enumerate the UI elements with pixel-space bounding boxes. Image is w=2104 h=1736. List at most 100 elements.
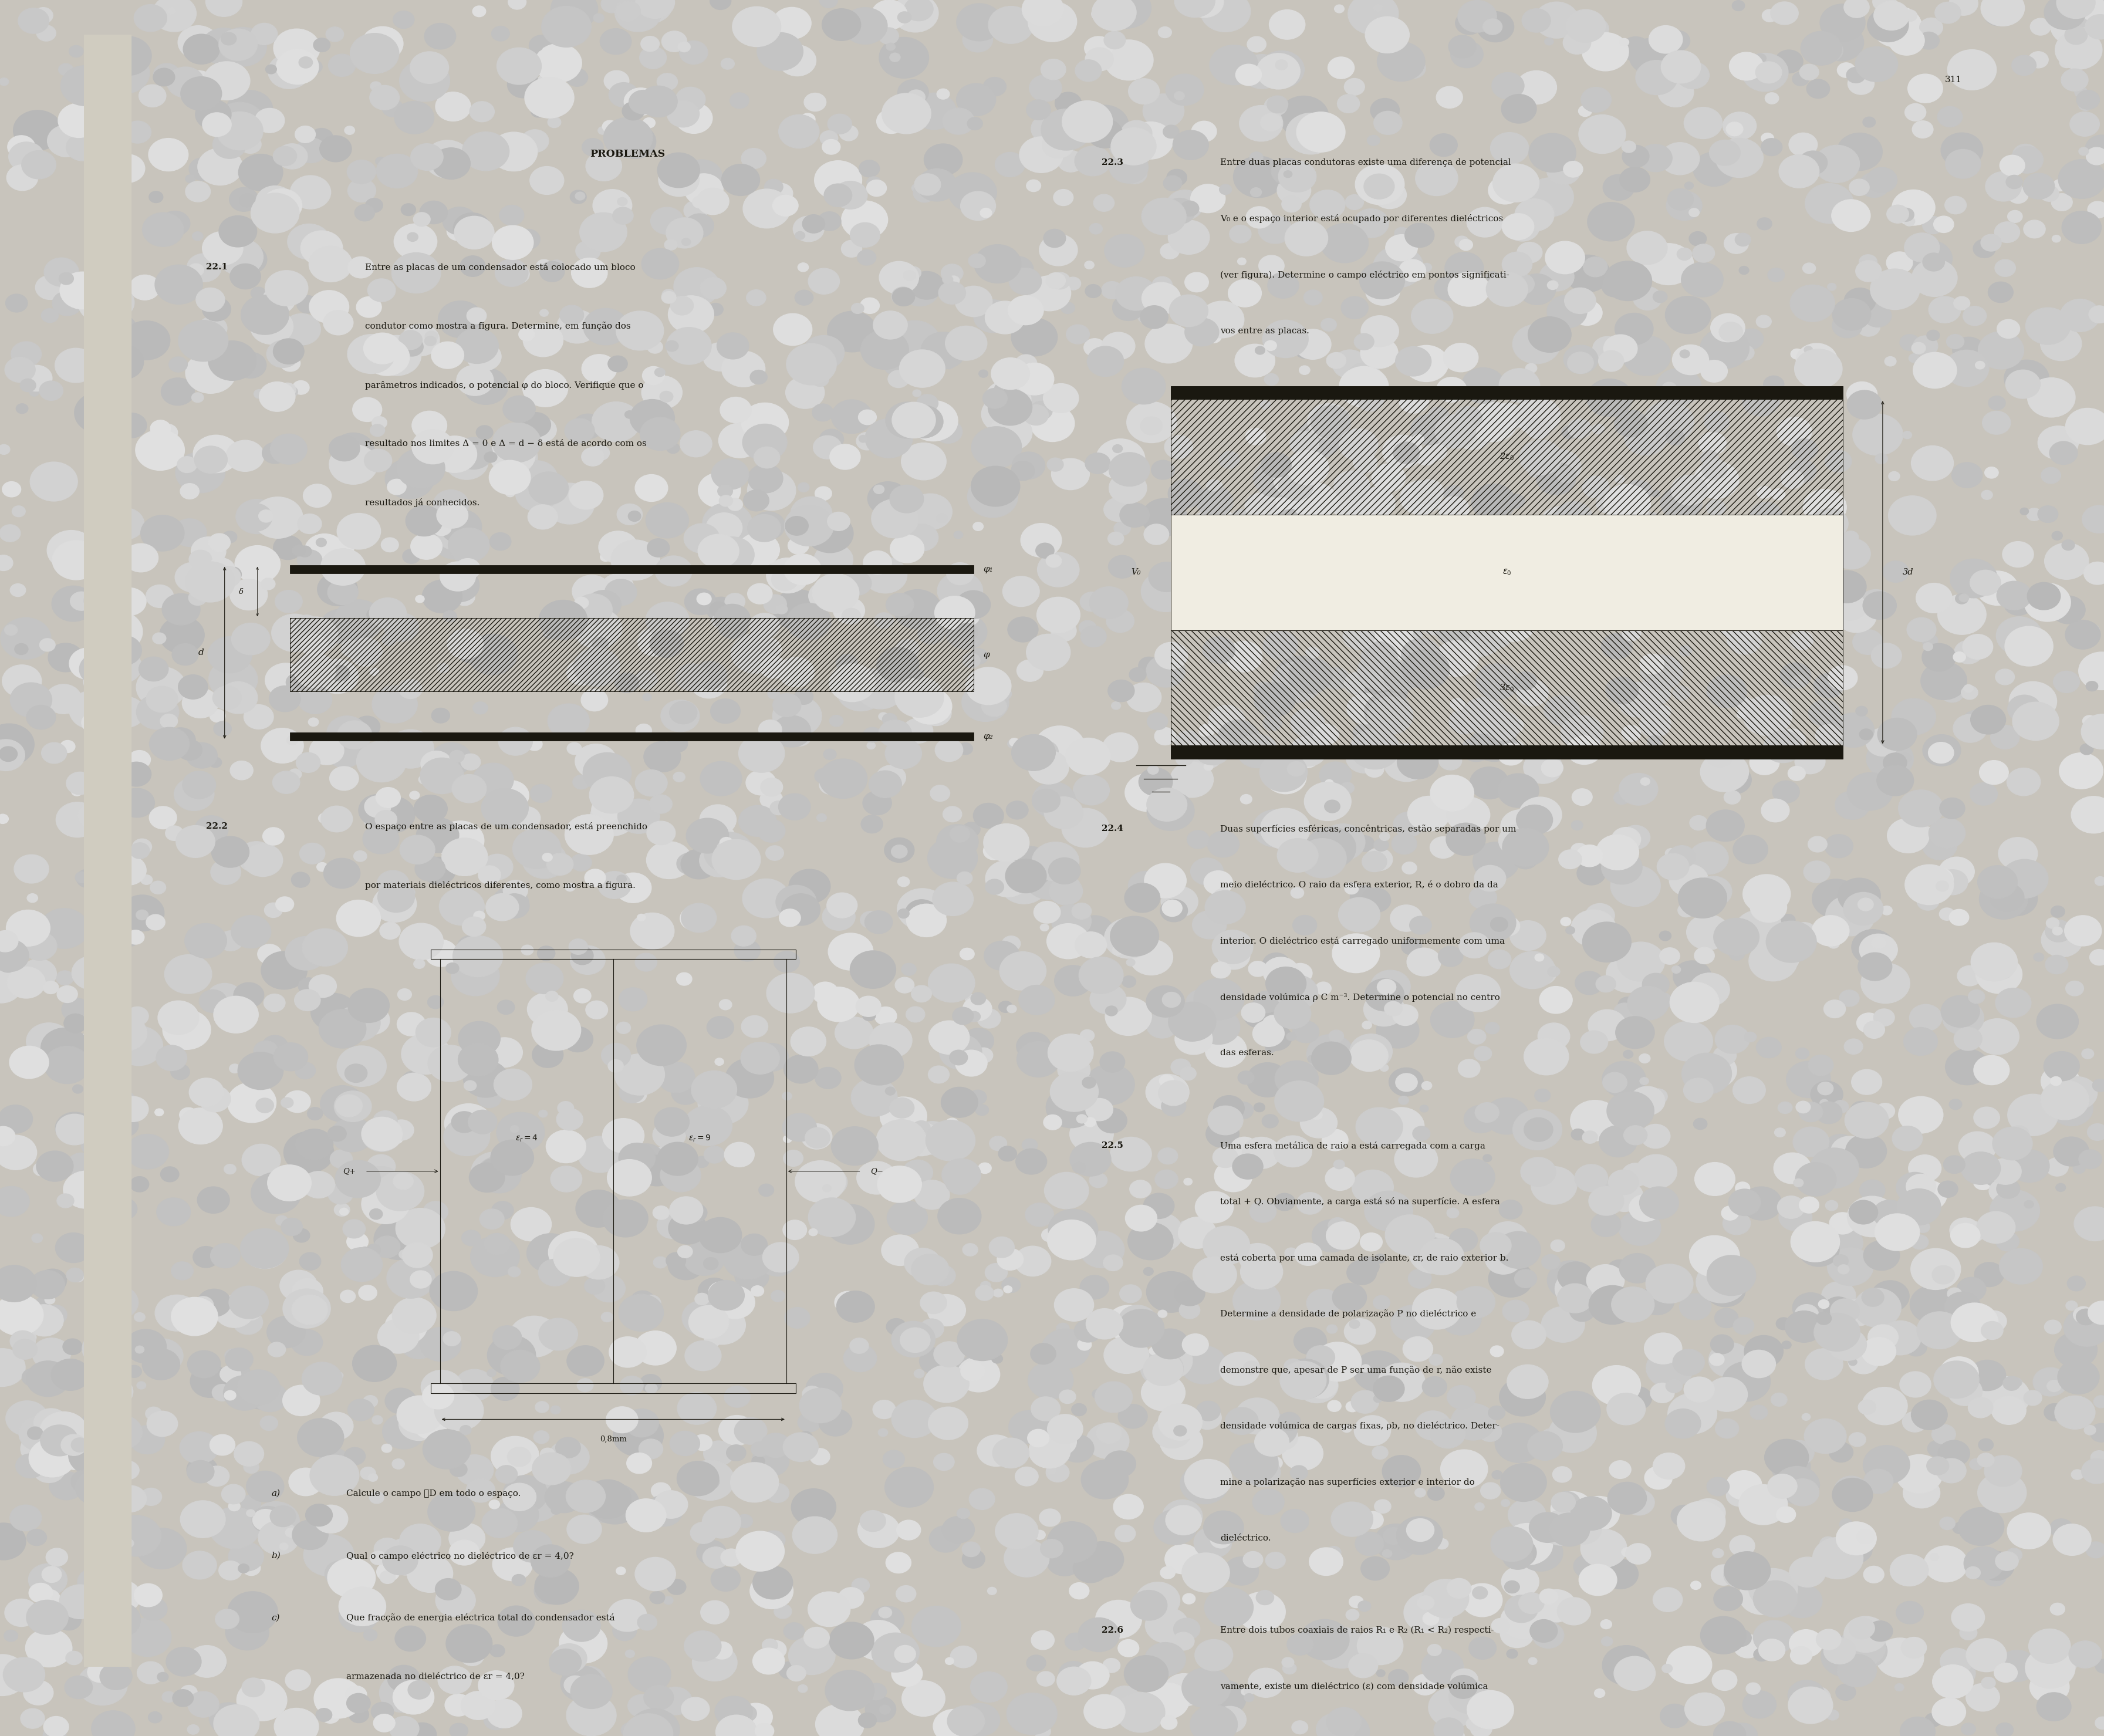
Circle shape [730, 1462, 778, 1502]
Circle shape [1755, 54, 1765, 62]
Circle shape [1496, 1424, 1542, 1462]
Circle shape [970, 639, 978, 646]
Circle shape [1193, 979, 1243, 1019]
Circle shape [934, 1453, 955, 1470]
Circle shape [1197, 1009, 1208, 1017]
Circle shape [1519, 439, 1561, 476]
Circle shape [1254, 682, 1275, 700]
Circle shape [1267, 95, 1288, 113]
Circle shape [219, 682, 257, 713]
Circle shape [656, 73, 677, 90]
Circle shape [684, 1241, 726, 1276]
Circle shape [1494, 608, 1534, 642]
Circle shape [0, 939, 29, 972]
Circle shape [0, 1127, 15, 1146]
Circle shape [122, 762, 151, 786]
Circle shape [1997, 1179, 2020, 1198]
Circle shape [675, 87, 705, 111]
Circle shape [945, 1658, 953, 1665]
Circle shape [1976, 1019, 2020, 1054]
Circle shape [1147, 788, 1187, 821]
Circle shape [1824, 1297, 1854, 1321]
Circle shape [299, 686, 332, 713]
Circle shape [284, 387, 297, 398]
Circle shape [1795, 1304, 1818, 1325]
Circle shape [1416, 1411, 1452, 1441]
Circle shape [120, 896, 164, 930]
Circle shape [974, 245, 1020, 283]
Circle shape [522, 413, 551, 437]
Circle shape [2058, 160, 2104, 198]
Circle shape [1923, 734, 1961, 766]
Circle shape [105, 509, 145, 540]
Circle shape [2049, 1519, 2072, 1538]
Circle shape [1265, 760, 1307, 793]
Circle shape [1544, 38, 1553, 45]
Circle shape [229, 1502, 240, 1510]
Circle shape [126, 1330, 166, 1363]
Circle shape [1246, 1260, 1262, 1274]
Text: PROBLEMAS: PROBLEMAS [589, 149, 665, 160]
Circle shape [126, 930, 145, 944]
Circle shape [808, 1229, 818, 1236]
Circle shape [1166, 189, 1203, 220]
Circle shape [288, 1469, 322, 1496]
Circle shape [1572, 300, 1603, 325]
Circle shape [2007, 1512, 2051, 1549]
Circle shape [1401, 481, 1441, 514]
Bar [431, 1384, 795, 1394]
Circle shape [1662, 1665, 1673, 1674]
Circle shape [1532, 1621, 1563, 1647]
Circle shape [898, 80, 928, 106]
Circle shape [1622, 146, 1650, 167]
Circle shape [1734, 835, 1767, 865]
Circle shape [1618, 682, 1660, 717]
Circle shape [337, 899, 381, 936]
Circle shape [566, 68, 587, 87]
Circle shape [694, 1156, 709, 1168]
Circle shape [1660, 948, 1679, 965]
Circle shape [1029, 276, 1071, 311]
Circle shape [1910, 1248, 1961, 1290]
Circle shape [1094, 1382, 1132, 1413]
Circle shape [1557, 1283, 1593, 1312]
Circle shape [1130, 1180, 1151, 1198]
Circle shape [335, 1090, 372, 1121]
Circle shape [1412, 1288, 1462, 1330]
Bar [84, 35, 130, 1667]
Circle shape [1443, 486, 1464, 502]
Circle shape [187, 1460, 215, 1483]
Circle shape [1982, 1160, 2014, 1187]
Circle shape [854, 1045, 903, 1085]
Circle shape [80, 653, 118, 686]
Circle shape [1498, 825, 1536, 856]
Circle shape [72, 786, 82, 795]
Circle shape [1448, 1578, 1471, 1599]
Circle shape [187, 1457, 217, 1483]
Circle shape [242, 1231, 288, 1269]
Circle shape [1934, 1361, 1980, 1397]
Bar [1170, 399, 1843, 514]
Circle shape [1191, 184, 1225, 214]
Circle shape [587, 590, 621, 620]
Circle shape [187, 264, 204, 276]
Circle shape [1860, 963, 1910, 1003]
Circle shape [1833, 1101, 1849, 1113]
Circle shape [509, 248, 518, 257]
Circle shape [0, 746, 17, 762]
Circle shape [499, 894, 530, 918]
Circle shape [1540, 262, 1574, 292]
Circle shape [1950, 1604, 1984, 1632]
Circle shape [1498, 368, 1540, 403]
Text: mine a polarização nas superfícies exterior e interior do: mine a polarização nas superfícies exter… [1220, 1477, 1475, 1486]
Circle shape [1759, 1639, 1784, 1661]
Circle shape [1340, 783, 1355, 793]
Circle shape [665, 340, 677, 351]
Circle shape [1742, 385, 1780, 417]
Circle shape [1502, 597, 1523, 615]
Circle shape [1012, 462, 1035, 481]
Circle shape [366, 1245, 381, 1255]
Circle shape [1048, 924, 1090, 958]
Circle shape [316, 1708, 332, 1722]
Text: vamente, existe um dieléctrico (ε) com densidade volúmica: vamente, existe um dieléctrico (ε) com d… [1220, 1682, 1488, 1691]
